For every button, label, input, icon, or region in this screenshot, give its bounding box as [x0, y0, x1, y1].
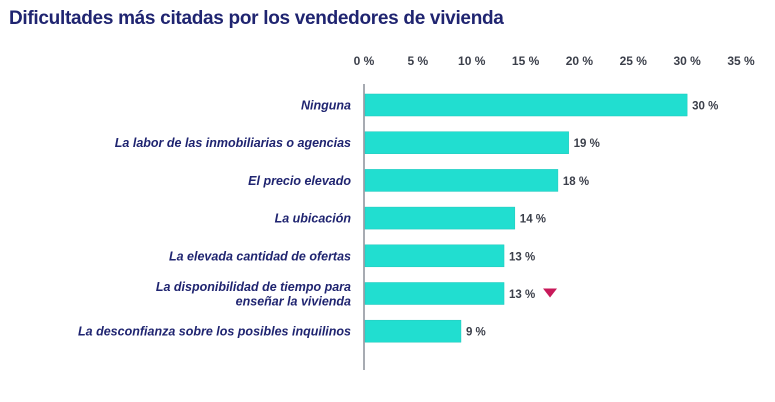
x-tick-label: 20 % [566, 54, 594, 68]
decrease-marker-icon [543, 288, 558, 298]
value-label: 13 % [509, 289, 535, 301]
category-label: Ninguna [301, 99, 351, 113]
bars [364, 93, 688, 343]
category-label: La desconfianza sobre los posibles inqui… [78, 325, 351, 339]
x-tick-label: 0 % [354, 54, 375, 68]
category-label: La disponibilidad de tiempo para enseñar … [156, 280, 351, 309]
value-label: 9 % [466, 327, 486, 339]
bar [364, 206, 516, 230]
category-label: La elevada cantidad de ofertas [169, 249, 351, 263]
bar [364, 93, 688, 117]
category-labels: Ninguna La labor de las inmobiliarias o a… [78, 99, 351, 339]
x-tick-label: 15 % [512, 54, 540, 68]
value-label: 13 % [509, 251, 535, 263]
chart-title: Dificultades más citadas por los vendedo… [9, 8, 504, 29]
value-label: 14 % [520, 214, 546, 226]
x-tick-label: 30 % [673, 54, 701, 68]
category-label: La ubicación [275, 212, 352, 226]
x-tick-label: 35 % [727, 54, 755, 68]
x-axis-ticks: 0 % 5 % 10 % 15 % 20 % 25 % 30 % 35 % [354, 54, 755, 68]
value-label: 19 % [574, 138, 600, 150]
category-label: La labor de las inmobiliarias o agencias [115, 136, 351, 150]
x-tick-label: 10 % [458, 54, 486, 68]
bar [364, 319, 462, 343]
bar [364, 131, 569, 154]
value-label: 18 % [563, 176, 589, 188]
bar [364, 169, 559, 192]
bar [364, 282, 505, 305]
x-tick-label: 25 % [620, 54, 648, 68]
value-label: 30 % [692, 101, 718, 113]
value-labels: 30 % 19 % 18 % 14 % 13 % 13 % 9 % [466, 101, 718, 339]
annotations [543, 288, 558, 298]
bar [364, 244, 505, 268]
x-tick-label: 5 % [408, 54, 429, 68]
category-label: El precio elevado [248, 174, 351, 188]
